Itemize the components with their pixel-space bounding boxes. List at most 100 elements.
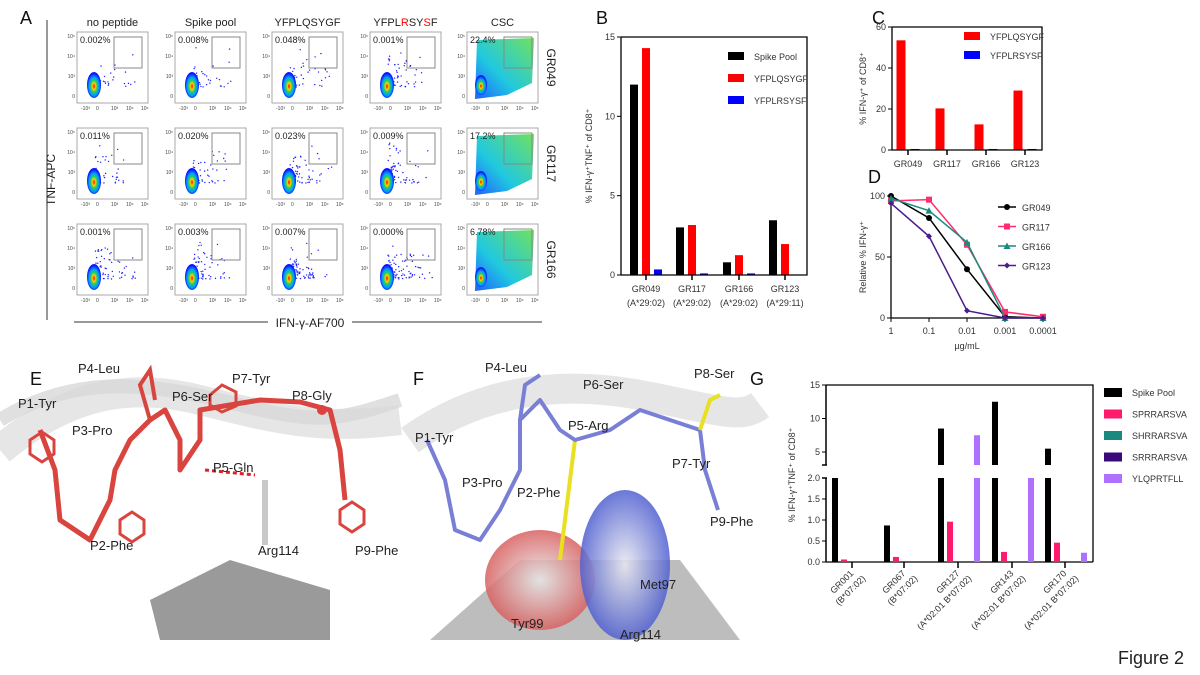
event-dot <box>296 76 298 78</box>
event-dot <box>118 179 120 182</box>
event-density <box>185 72 199 98</box>
event-dot <box>394 84 396 87</box>
bar <box>1013 90 1023 150</box>
y-axis-label: Relative % IFN-γ⁺ <box>858 221 868 294</box>
x-tick-label: 0.0001 <box>1029 326 1057 336</box>
event-dot <box>299 48 301 51</box>
gate <box>113 36 143 69</box>
x-tick-label: 0.001 <box>994 326 1017 336</box>
event-dot <box>127 82 130 85</box>
x-tick-label: GR166 <box>725 284 754 294</box>
event-dot <box>303 277 306 279</box>
event-dot <box>131 278 133 280</box>
bar <box>935 108 945 150</box>
event-dot <box>214 182 216 184</box>
event-dot <box>115 178 117 181</box>
residue-label: Met97 <box>640 577 676 592</box>
event-dot <box>418 181 420 183</box>
event-dot <box>110 278 113 280</box>
event-dot <box>302 269 304 271</box>
event-dot <box>305 274 308 276</box>
event-dot <box>398 278 400 280</box>
gate <box>211 36 241 69</box>
event-dot <box>103 277 105 280</box>
event-dot <box>405 69 407 71</box>
y-axis-label: TNF-APC <box>44 154 58 206</box>
event-dot <box>223 277 226 279</box>
x-tick-label: 10⁴ <box>419 202 427 208</box>
event-dot <box>307 267 309 269</box>
x-tick-sublabel: (A*29:02) <box>673 298 711 308</box>
event-dot <box>115 176 118 179</box>
y-tick-label: 0 <box>462 190 465 196</box>
legend-label: YFPLRSYSF <box>990 51 1043 61</box>
event-dot <box>112 275 114 278</box>
y-tick-label: 60 <box>876 22 886 32</box>
event-dot <box>400 52 402 54</box>
event-dot <box>404 62 406 65</box>
gate <box>503 36 533 69</box>
flow-plot: 0.048% -10³ 0 10³ 10⁴ 10⁵ 10⁵ 10⁴ 10³ 0 <box>262 31 344 112</box>
bar <box>700 273 708 275</box>
event-dot <box>402 273 404 275</box>
p9-phe-ring <box>338 500 366 534</box>
event-dot <box>311 273 313 276</box>
event-dot <box>130 83 132 86</box>
y-tick-label: 100 <box>870 191 885 201</box>
gate <box>211 228 241 261</box>
bar <box>1054 542 1060 562</box>
gate <box>503 132 533 165</box>
bar-lower-segment <box>974 478 980 562</box>
event-dot <box>387 63 389 65</box>
event-dot <box>421 273 424 275</box>
y-tick-label: 10³ <box>263 266 271 272</box>
legend-swatch <box>1104 452 1122 462</box>
y-tick-label: 10⁵ <box>165 130 173 136</box>
column-header: Spike pool <box>185 17 236 29</box>
event-dot <box>201 180 203 182</box>
gate-percentage: 0.001% <box>373 35 404 45</box>
event-dot <box>212 168 214 170</box>
event-dot <box>134 81 136 83</box>
x-tick-label: 10⁴ <box>516 202 524 208</box>
panel-c-bar-chart: 0 20 40 60 GR049 GR117 GR166 GR123 YFPLQSYGF YFPL… <box>858 22 1045 169</box>
gate <box>308 36 338 69</box>
event-dot <box>395 181 397 184</box>
event-dot <box>411 260 414 263</box>
event-dot <box>224 160 226 162</box>
y-tick-label: 0 <box>365 286 368 292</box>
event-density <box>282 72 296 98</box>
event-dot <box>410 276 412 278</box>
event-dot <box>393 77 396 79</box>
event-dot <box>201 273 203 275</box>
y-tick-label: 0 <box>365 190 368 196</box>
event-dot <box>388 259 390 262</box>
event-dot <box>310 274 312 276</box>
event-dot <box>393 145 395 147</box>
column-header: YFPLRSYSF <box>373 17 438 29</box>
x-tick-label: -10³ <box>374 298 383 304</box>
event-dot <box>327 167 330 170</box>
event-dot <box>305 266 308 269</box>
legend-label: Spike Pool <box>1132 388 1175 398</box>
x-tick-label: 10⁵ <box>434 106 442 112</box>
x-tick-label: 0 <box>291 106 294 112</box>
column-header-segment: R <box>401 17 409 29</box>
event-dot <box>395 268 397 271</box>
x-tick-label: 10³ <box>404 202 412 208</box>
bar <box>676 227 684 275</box>
x-tick-label: 0 <box>389 298 392 304</box>
event-dot <box>201 179 203 181</box>
event-dot <box>308 176 311 179</box>
event-dot <box>318 158 320 160</box>
x-tick-label: 10³ <box>111 298 119 304</box>
event-dot <box>297 176 300 178</box>
event-dot <box>132 276 134 278</box>
y-tick-label: 10³ <box>458 266 466 272</box>
event-dot <box>202 86 204 88</box>
event-dot <box>116 176 119 178</box>
p5-arg-sidechain <box>558 439 577 561</box>
event-dot <box>107 277 109 280</box>
panel-g-label: G <box>750 369 764 389</box>
event-dot <box>397 75 399 78</box>
